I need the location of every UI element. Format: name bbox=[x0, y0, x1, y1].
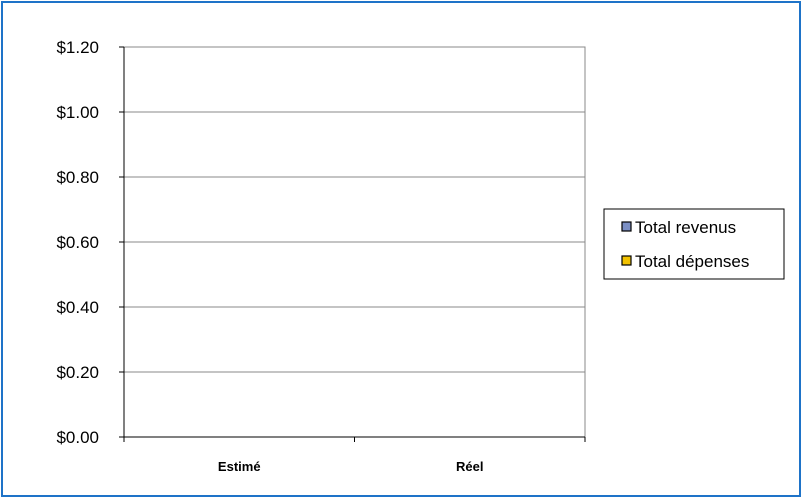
y-axis: $0.00 $0.20 $0.40 $0.60 $0.80 $1.00 $1.20 bbox=[56, 38, 125, 447]
legend-swatch bbox=[621, 221, 632, 232]
y-tick-label: $0.00 bbox=[56, 428, 99, 447]
y-tick-label: $0.80 bbox=[56, 168, 99, 187]
legend-box bbox=[603, 208, 785, 280]
x-axis: Estimé Réel bbox=[123, 436, 586, 474]
y-tick-label: $1.00 bbox=[56, 103, 99, 122]
legend-label: Total dépenses bbox=[635, 252, 749, 271]
gridlines bbox=[124, 46, 585, 373]
y-tick-label: $0.60 bbox=[56, 233, 99, 252]
legend-swatch bbox=[621, 255, 632, 266]
x-category-label: Réel bbox=[456, 459, 483, 474]
legend-label: Total revenus bbox=[635, 218, 736, 237]
y-tick-label: $0.20 bbox=[56, 363, 99, 382]
legend: Total revenus Total dépenses bbox=[603, 208, 785, 280]
y-tick-label: $1.20 bbox=[56, 38, 99, 57]
y-tick-label: $0.40 bbox=[56, 298, 99, 317]
x-category-label: Estimé bbox=[218, 459, 261, 474]
